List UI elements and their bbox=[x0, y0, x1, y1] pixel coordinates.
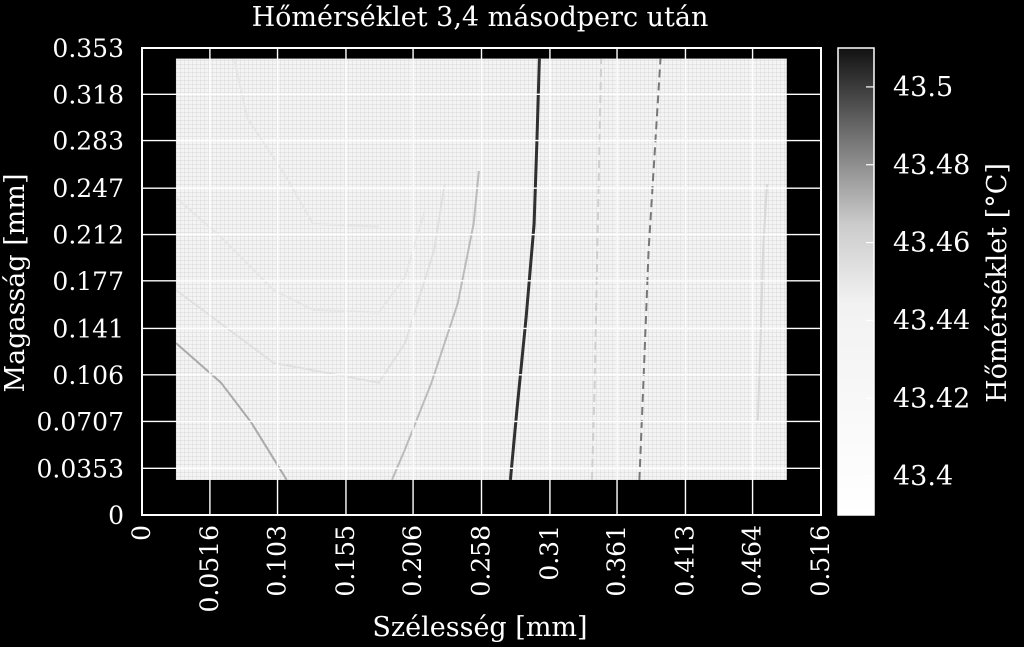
x-tick-label: 0.258 bbox=[467, 525, 496, 597]
y-tick-label: 0.353 bbox=[52, 34, 124, 63]
x-tick-label: 0.155 bbox=[331, 525, 360, 597]
x-tick-label: 0.31 bbox=[535, 525, 564, 581]
contour-line-6 bbox=[175, 196, 426, 314]
colorbar-tick-label: 43.4 bbox=[893, 461, 953, 492]
colorbar-tick-label: 43.48 bbox=[893, 150, 970, 181]
contour-lines bbox=[175, 58, 768, 480]
contour-line-4 bbox=[391, 170, 480, 480]
x-tick-label: 0.361 bbox=[602, 525, 631, 597]
y-tick-label: 0.247 bbox=[52, 174, 124, 203]
colorbar-ticks: 43.5 43.48 43.46 43.44 43.42 43.4 bbox=[866, 72, 970, 492]
x-tick-label: 0 bbox=[127, 525, 156, 541]
y-tick-label: 0.318 bbox=[52, 80, 124, 109]
chart-title: Hőmérséklet 3,4 másodperc után bbox=[252, 2, 709, 33]
contour-line-3 bbox=[175, 342, 288, 480]
x-tick-label: 0.103 bbox=[263, 525, 292, 597]
y-axis-ticks: 0 0.0353 0.0707 0.106 0.141 0.177 0.212 0.247 0.… bbox=[37, 34, 124, 530]
contour-line-9 bbox=[756, 184, 768, 423]
x-axis-ticks: 0 0.0516 0.103 0.155 0.206 0.258 0.31 0.361 0.41… bbox=[127, 525, 835, 612]
y-tick-label: 0.212 bbox=[52, 221, 124, 250]
x-tick-label: 0.0516 bbox=[195, 525, 224, 612]
contour-line-7 bbox=[233, 58, 379, 228]
contour-line-8 bbox=[591, 58, 603, 480]
x-axis-label: Szélesség [mm] bbox=[372, 612, 587, 643]
colorbar-tick-label: 43.46 bbox=[893, 228, 970, 259]
y-tick-label: 0.106 bbox=[52, 361, 124, 390]
contour-line-5 bbox=[175, 184, 446, 384]
y-tick-label: 0.0707 bbox=[37, 407, 124, 436]
x-tick-label: 0.206 bbox=[398, 525, 427, 597]
colorbar-label: Hőmérséklet [°C] bbox=[982, 163, 1013, 403]
colorbar bbox=[837, 47, 875, 516]
colorbar-tick-label: 43.5 bbox=[893, 72, 953, 103]
contour-line-2 bbox=[638, 58, 662, 480]
y-tick-label: 0.0353 bbox=[37, 454, 124, 483]
y-tick-label: 0.283 bbox=[52, 127, 124, 156]
y-tick-label: 0.177 bbox=[52, 267, 124, 296]
y-tick-label: 0.141 bbox=[52, 314, 124, 343]
x-tick-label: 0.516 bbox=[806, 525, 835, 597]
colorbar-tick-label: 43.42 bbox=[893, 383, 970, 414]
x-tick-label: 0.464 bbox=[738, 525, 767, 597]
major-grid bbox=[142, 48, 821, 515]
y-tick-label: 0 bbox=[108, 501, 124, 530]
colorbar-tick-label: 43.44 bbox=[893, 305, 970, 336]
x-tick-label: 0.413 bbox=[670, 525, 699, 597]
y-axis-label: Magasság [mm] bbox=[0, 173, 31, 392]
